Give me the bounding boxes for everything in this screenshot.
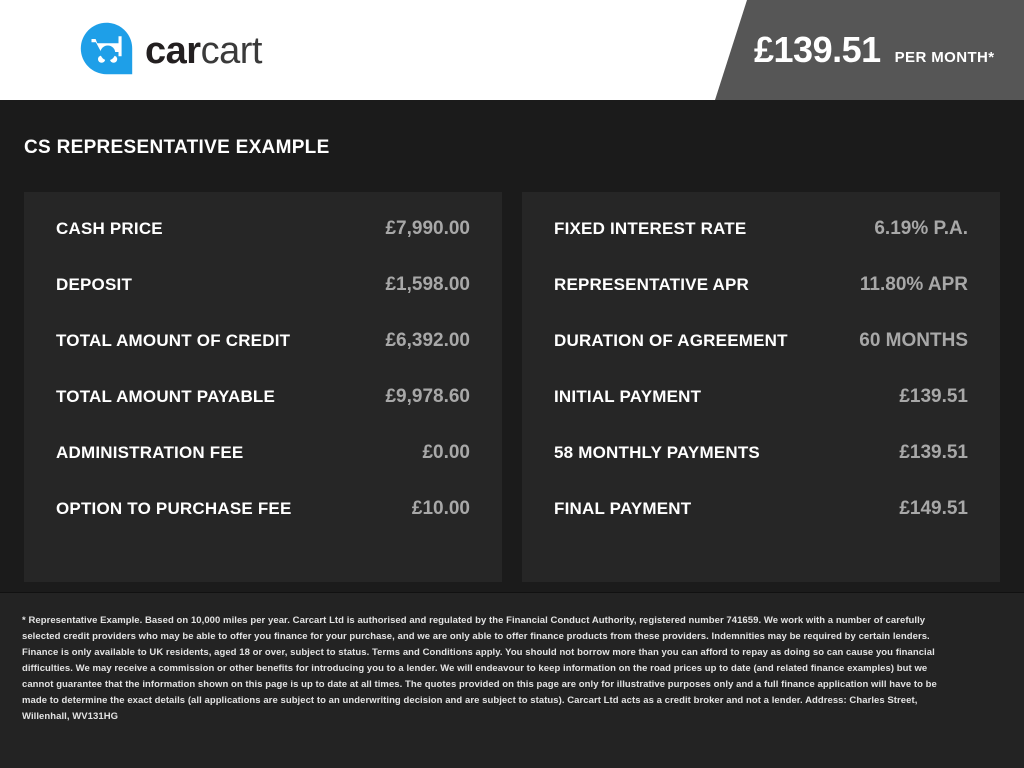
row-label: 58 MONTHLY PAYMENTS	[554, 443, 760, 462]
row-value: £149.51	[899, 498, 968, 519]
main-content: CS REPRESENTATIVE EXAMPLE CASH PRICE £7,…	[0, 100, 1024, 592]
page-header: carcart £139.51 PER MONTH*	[0, 0, 1024, 100]
table-row: FIXED INTEREST RATE 6.19% P.A.	[554, 218, 968, 274]
finance-summary-left-panel: CASH PRICE £7,990.00 DEPOSIT £1,598.00 T…	[24, 192, 502, 582]
table-row: DEPOSIT £1,598.00	[56, 274, 470, 330]
page-title: CS REPRESENTATIVE EXAMPLE	[24, 137, 330, 158]
brand-wordmark: carcart	[145, 32, 262, 70]
row-label: TOTAL AMOUNT PAYABLE	[56, 387, 276, 406]
monthly-price-amount: £139.51	[754, 29, 881, 70]
row-value: £10.00	[411, 498, 470, 519]
row-label: OPTION TO PURCHASE FEE	[56, 499, 292, 518]
table-row: CASH PRICE £7,990.00	[56, 218, 470, 274]
monthly-price-period-label: PER MONTH*	[894, 49, 995, 66]
table-row: FINAL PAYMENT £149.51	[554, 498, 968, 554]
row-label: DURATION OF AGREEMENT	[554, 331, 788, 350]
row-label: FINAL PAYMENT	[554, 499, 692, 518]
disclaimer-text: * Representative Example. Based on 10,00…	[22, 615, 937, 722]
row-label: DEPOSIT	[56, 275, 133, 294]
footer-disclaimer: * Representative Example. Based on 10,00…	[0, 592, 1024, 768]
table-row: DURATION OF AGREEMENT 60 MONTHS	[554, 330, 968, 386]
row-label: CASH PRICE	[56, 219, 163, 238]
table-row: OPTION TO PURCHASE FEE £10.00	[56, 498, 470, 554]
row-label: FIXED INTEREST RATE	[554, 219, 747, 238]
row-label: REPRESENTATIVE APR	[554, 275, 750, 294]
row-value: £9,978.60	[385, 386, 470, 407]
brand-wordmark-bold: car	[145, 29, 201, 72]
row-value: £6,392.00	[385, 330, 470, 351]
row-label: INITIAL PAYMENT	[554, 387, 702, 406]
row-value: £7,990.00	[385, 218, 470, 239]
row-value: £139.51	[899, 442, 968, 463]
row-value: 6.19% P.A.	[874, 218, 968, 239]
brand-logo[interactable]: carcart	[80, 22, 262, 75]
table-row: ADMINISTRATION FEE £0.00	[56, 442, 470, 498]
row-label: TOTAL AMOUNT OF CREDIT	[56, 331, 291, 350]
table-row: 58 MONTHLY PAYMENTS £139.51	[554, 442, 968, 498]
table-row: TOTAL AMOUNT OF CREDIT £6,392.00	[56, 330, 470, 386]
table-row: REPRESENTATIVE APR 11.80% APR	[554, 274, 968, 330]
row-value: 60 MONTHS	[859, 330, 968, 351]
brand-wordmark-light: cart	[200, 29, 263, 72]
table-row: INITIAL PAYMENT £139.51	[554, 386, 968, 442]
finance-panels: CASH PRICE £7,990.00 DEPOSIT £1,598.00 T…	[24, 192, 1000, 582]
row-value: £139.51	[899, 386, 968, 407]
finance-summary-right-panel: FIXED INTEREST RATE 6.19% P.A. REPRESENT…	[522, 192, 1000, 582]
row-value: £0.00	[422, 442, 470, 463]
monthly-price-content: £139.51 PER MONTH*	[754, 32, 994, 68]
carcart-droplet-cart-logo-icon	[80, 22, 133, 75]
row-value: £1,598.00	[385, 274, 470, 295]
row-label: ADMINISTRATION FEE	[56, 443, 244, 462]
monthly-price-banner: £139.51 PER MONTH*	[715, 0, 1024, 100]
table-row: TOTAL AMOUNT PAYABLE £9,978.60	[56, 386, 470, 442]
row-value: 11.80% APR	[859, 274, 968, 295]
